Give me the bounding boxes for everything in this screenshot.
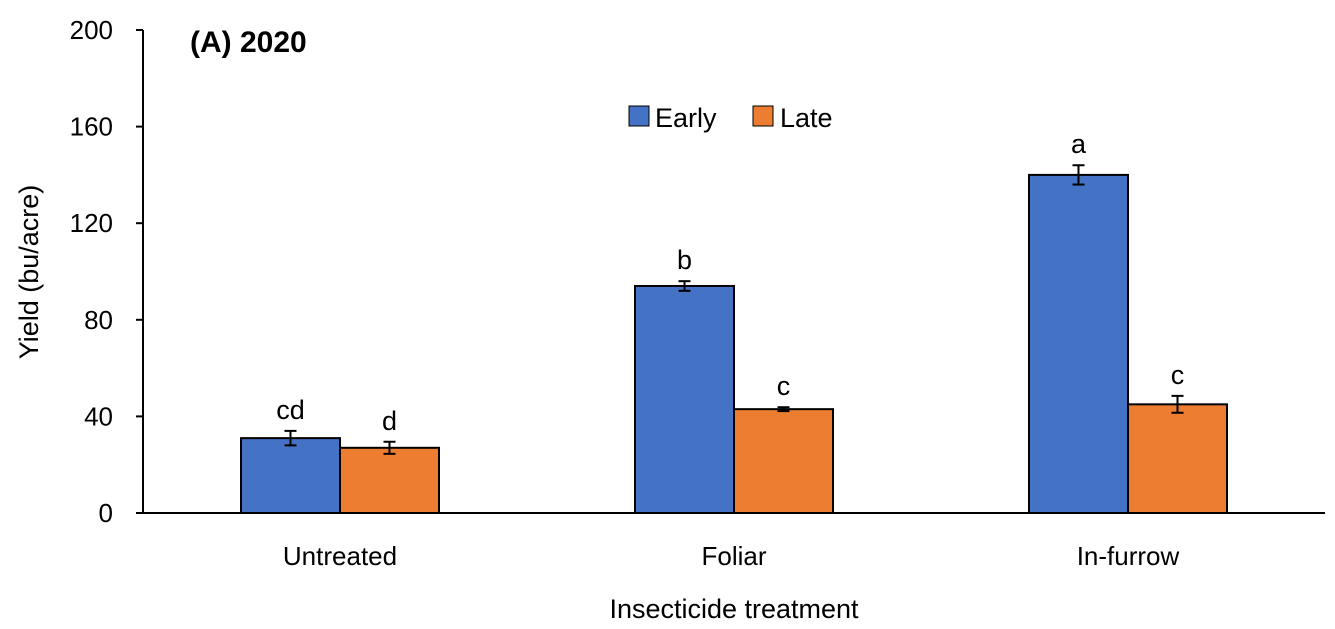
y-tick-label: 160	[70, 112, 113, 142]
y-tick-label: 0	[99, 498, 113, 528]
bar-late-untreated	[339, 446, 440, 515]
y-tick-label: 80	[84, 305, 113, 335]
legend: Early Late	[628, 103, 833, 133]
legend-label-late: Late	[780, 103, 833, 133]
y-axis-title: Yield (bu/acre)	[14, 185, 44, 360]
significance-label: cd	[276, 395, 305, 425]
significance-label: a	[1071, 129, 1087, 159]
bar-late-foliar	[733, 408, 834, 514]
bars-layer: cd d b c a c	[240, 129, 1228, 515]
legend-swatch-early	[628, 105, 650, 127]
legend-label-early: Early	[655, 103, 717, 133]
legend-swatch-late	[752, 105, 774, 127]
x-tick-label: Untreated	[283, 541, 397, 571]
y-tick-label: 120	[70, 208, 113, 238]
significance-label: b	[677, 245, 692, 275]
bar-early-foliar	[634, 284, 735, 514]
significance-label: c	[1171, 360, 1185, 390]
x-tick-label: Foliar	[701, 541, 766, 571]
y-tick-label: 40	[84, 401, 113, 431]
x-axis-ticks: Untreated Foliar In-furrow	[283, 541, 1180, 571]
bar-early-untreated	[240, 437, 341, 515]
chart-title: (A) 2020	[190, 26, 307, 59]
significance-label: d	[382, 406, 397, 436]
bar-late-in-furrow	[1127, 403, 1228, 515]
x-axis-title: Insecticide treatment	[609, 594, 859, 624]
x-tick-label: In-furrow	[1077, 541, 1180, 571]
bar-early-in-furrow	[1028, 173, 1129, 514]
y-axis-ticks: 0 40 80 120 160 200	[70, 15, 143, 528]
y-tick-label: 200	[70, 15, 113, 45]
significance-label: c	[777, 371, 791, 401]
